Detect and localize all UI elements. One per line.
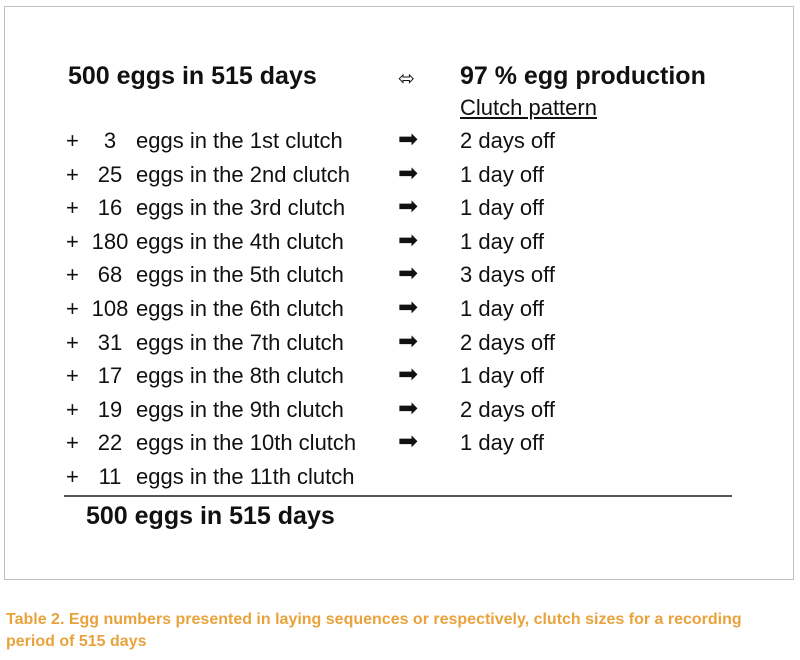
clutch-description: eggs in the 8th clutch [136, 363, 344, 389]
clutch-description: eggs in the 11th clutch [136, 463, 355, 489]
days-off: 3 days off [460, 262, 555, 288]
clutch-description: eggs in the 1st clutch [136, 128, 343, 153]
egg-count: 180 [91, 228, 129, 254]
clutch-description: eggs in the 5th clutch [136, 262, 344, 288]
table-caption: Table 2. Egg numbers presented in laying… [6, 611, 742, 650]
right-arrow-icon: ➡ [398, 394, 419, 422]
clutch-row: + 16 eggs in the 3rd clutch ➡ 1 day off [0, 191, 800, 225]
egg-count: 11 [98, 463, 122, 489]
right-arrow-icon: ➡ [398, 293, 419, 321]
egg-count: 68 [97, 262, 123, 288]
plus-sign: + [66, 128, 79, 153]
egg-count: 19 [97, 396, 123, 422]
right-arrow-icon: ➡ [398, 193, 419, 221]
clutch-description: eggs in the 7th clutch [136, 329, 344, 355]
header-total-eggs: 500 eggs in 515 days [68, 62, 317, 90]
clutch-description: eggs in the 2nd clutch [136, 161, 351, 187]
right-arrow-icon: ➡ [398, 327, 419, 355]
plus-sign: + [66, 262, 79, 288]
days-off: 1 day off [460, 228, 544, 254]
egg-count: 108 [91, 295, 129, 321]
egg-count: 17 [97, 363, 123, 389]
clutch-description: eggs in the 10th clutch [136, 430, 357, 456]
clutch-row: + 22 eggs in the 10th clutch ➡ 1 day off [0, 426, 800, 460]
clutch-list: + 3 eggs in the 1st clutch ➡ 2 days off … [0, 124, 800, 494]
clutch-description: eggs in the 3rd clutch [136, 195, 346, 221]
plus-sign: + [66, 228, 79, 254]
clutch-row: + 68 eggs in the 5th clutch ➡ 3 days off [0, 258, 800, 292]
plus-sign: + [66, 430, 79, 456]
egg-count: 22 [97, 430, 123, 456]
clutch-pattern-heading: Clutch pattern [460, 95, 597, 120]
plus-sign: + [66, 329, 79, 355]
plus-sign: + [66, 463, 79, 489]
clutch-description: eggs in the 4th clutch [136, 228, 344, 254]
right-arrow-icon: ➡ [398, 159, 419, 187]
egg-count: 3 [103, 128, 117, 153]
plus-sign: + [66, 295, 79, 321]
total-sum: 500 eggs in 515 days [86, 502, 335, 530]
clutch-description: eggs in the 9th clutch [136, 396, 344, 422]
right-arrow-icon: ➡ [398, 428, 419, 456]
egg-count: 25 [97, 161, 123, 187]
clutch-row: + 25 eggs in the 2nd clutch ➡ 1 day off [0, 158, 800, 192]
right-arrow-icon: ➡ [398, 126, 419, 153]
double-arrow-icon: ⬄ [398, 68, 415, 90]
right-arrow-icon: ➡ [398, 260, 419, 288]
clutch-row: + 31 eggs in the 7th clutch ➡ 2 days off [0, 326, 800, 360]
days-off: 1 day off [460, 161, 544, 187]
plus-sign: + [66, 396, 79, 422]
days-off: 1 day off [460, 195, 544, 221]
clutch-row: + 17 eggs in the 8th clutch ➡ 1 day off [0, 359, 800, 393]
egg-count: 31 [97, 329, 123, 355]
clutch-description: eggs in the 6th clutch [136, 295, 344, 321]
clutch-row: + 180 eggs in the 4th clutch ➡ 1 day off [0, 225, 800, 259]
clutch-row: + 3 eggs in the 1st clutch ➡ 2 days off [0, 124, 800, 158]
days-off: 1 day off [460, 363, 544, 389]
plus-sign: + [66, 161, 79, 187]
days-off: 2 days off [460, 128, 555, 153]
sum-divider [64, 495, 732, 497]
clutch-row: + 108 eggs in the 6th clutch ➡ 1 day off [0, 292, 800, 326]
days-off: 2 days off [460, 396, 555, 422]
clutch-row: + 11 eggs in the 11th clutch [0, 460, 800, 494]
days-off: 2 days off [460, 329, 555, 355]
table-frame [4, 6, 794, 580]
clutch-row: + 19 eggs in the 9th clutch ➡ 2 days off [0, 393, 800, 427]
plus-sign: + [66, 363, 79, 389]
right-arrow-icon: ➡ [398, 361, 419, 389]
plus-sign: + [66, 195, 79, 221]
days-off: 1 day off [460, 430, 544, 456]
egg-count: 16 [97, 195, 123, 221]
right-arrow-icon: ➡ [398, 226, 419, 254]
header-egg-production: 97 % egg production [460, 62, 706, 90]
days-off: 1 day off [460, 295, 544, 321]
